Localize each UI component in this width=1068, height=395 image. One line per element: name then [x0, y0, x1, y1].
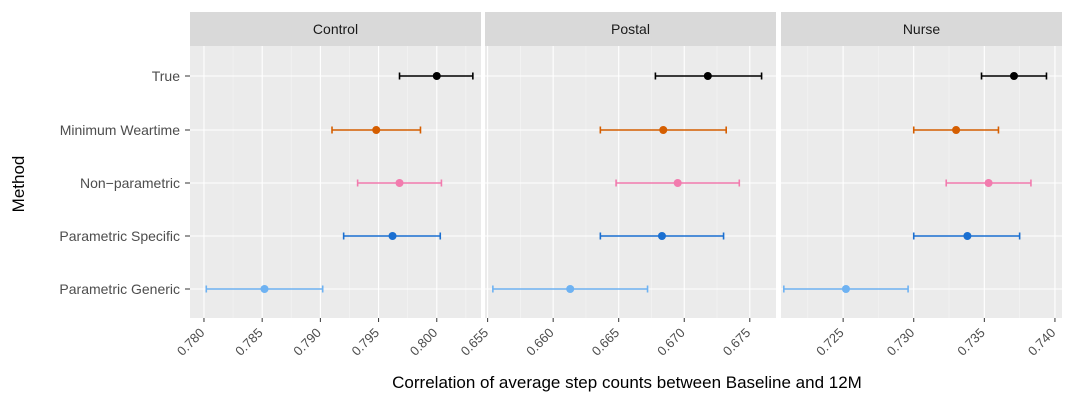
- facet-strip: [190, 12, 481, 46]
- estimate-point: [432, 72, 441, 80]
- y-axis-title: Method: [9, 156, 28, 213]
- facet-panel-control: Control 0.780 0.785 0.790 0.795 0.800: [174, 12, 481, 359]
- y-tick-label: Non−parametric: [80, 175, 180, 191]
- x-tick-label: 0.795: [349, 325, 383, 359]
- x-tick-label: 0.735: [954, 325, 988, 359]
- x-tick-label: 0.780: [174, 325, 208, 359]
- y-tick-label: Minimum Weartime: [60, 122, 181, 138]
- x-tick-label: 0.675: [720, 325, 754, 359]
- estimate-point: [260, 285, 269, 293]
- estimate-point: [1009, 72, 1018, 80]
- estimate-point: [952, 126, 961, 134]
- x-axis-title: Correlation of average step counts betwe…: [392, 373, 862, 392]
- x-tick-label: 0.790: [290, 325, 324, 359]
- estimate-point: [657, 232, 666, 240]
- x-tick-label: 0.740: [1025, 325, 1059, 359]
- facet-panel-postal: Postal 0.655 0.660 0.665 0.670 0.675: [458, 12, 776, 359]
- estimate-point: [841, 285, 850, 293]
- estimate-point: [388, 232, 397, 240]
- panel-background: [190, 46, 481, 318]
- estimate-point: [659, 126, 668, 134]
- x-tick-label: 0.665: [589, 325, 623, 359]
- estimate-point: [984, 179, 993, 187]
- facet-panel-nurse: Nurse 0.725 0.730 0.735 0.740: [781, 12, 1062, 359]
- estimate-point: [673, 179, 682, 187]
- y-tick-label: Parametric Specific: [59, 228, 180, 244]
- estimate-point: [703, 72, 712, 80]
- estimate-point: [566, 285, 575, 293]
- facet-strip: [485, 12, 776, 46]
- x-tick-label: 0.785: [232, 325, 266, 359]
- x-tick-label: 0.725: [813, 325, 847, 359]
- facet-strip: [781, 12, 1062, 46]
- panel-background: [781, 46, 1062, 318]
- estimate-point: [395, 179, 404, 187]
- estimate-point: [372, 126, 381, 134]
- x-tick-label: 0.670: [654, 325, 688, 359]
- x-tick-label: 0.660: [523, 325, 557, 359]
- x-tick-label: 0.730: [884, 325, 918, 359]
- estimate-point: [963, 232, 972, 240]
- x-tick-label: 0.800: [407, 325, 441, 359]
- y-axis-labels: True Minimum Weartime Non−parametric Parame…: [59, 68, 190, 297]
- panels-layer: Control 0.780 0.785 0.790 0.795 0.800 Postal 0.…: [174, 12, 1062, 359]
- facet-strip-label: Nurse: [903, 21, 941, 37]
- x-tick-label: 0.655: [458, 325, 492, 359]
- facet-strip-label: Postal: [611, 21, 650, 37]
- facet-strip-label: Control: [313, 21, 358, 37]
- panel-background: [485, 46, 776, 318]
- y-tick-label: True: [152, 68, 180, 84]
- y-tick-label: Parametric Generic: [59, 281, 180, 297]
